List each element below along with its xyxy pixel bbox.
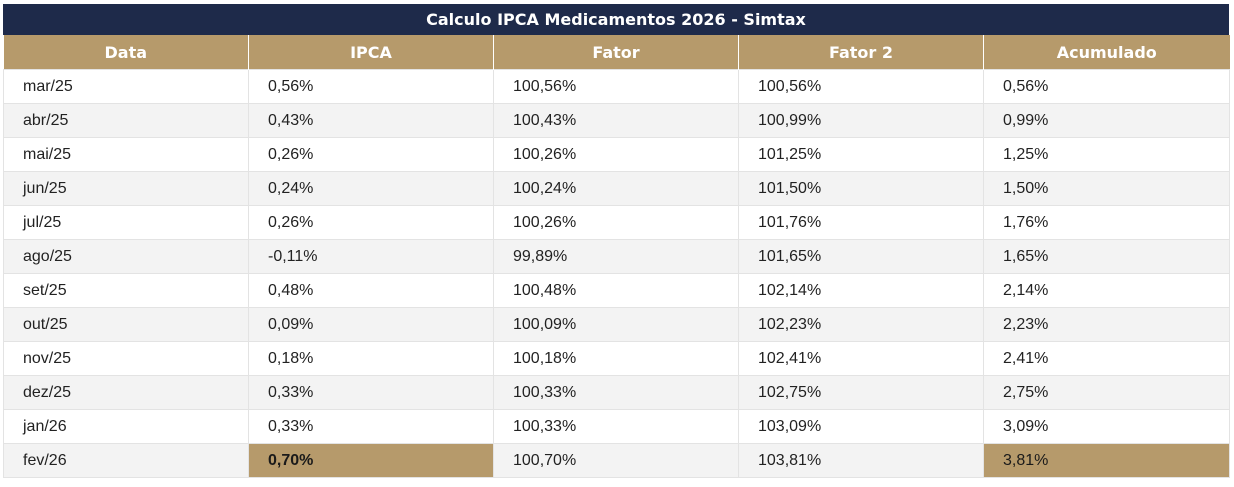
- table-body: mar/25 0,56% 100,56% 100,56% 0,56% abr/2…: [3, 69, 1230, 478]
- cell-data: dez/25: [3, 375, 249, 410]
- cell-fator-2: 100,56%: [738, 69, 984, 104]
- column-header-acumulado: Acumulado: [983, 35, 1230, 70]
- cell-data: ago/25: [3, 239, 249, 274]
- cell-fator-2: 101,76%: [738, 205, 984, 240]
- cell-fator: 100,26%: [493, 205, 739, 240]
- cell-acumulado: 2,23%: [983, 307, 1230, 342]
- cell-fator-2: 101,65%: [738, 239, 984, 274]
- column-header-fator-2: Fator 2: [738, 35, 984, 70]
- cell-data: out/25: [3, 307, 249, 342]
- cell-data: nov/25: [3, 341, 249, 376]
- cell-fator-2: 102,14%: [738, 273, 984, 308]
- cell-data: mar/25: [3, 69, 249, 104]
- cell-fator: 100,70%: [493, 443, 739, 478]
- cell-data: abr/25: [3, 103, 249, 138]
- cell-acumulado: 3,09%: [983, 409, 1230, 444]
- cell-fator-2: 101,25%: [738, 137, 984, 172]
- table-row: jun/25 0,24% 100,24% 101,50% 1,50%: [3, 171, 1230, 206]
- cell-data: mai/25: [3, 137, 249, 172]
- cell-data: jan/26: [3, 409, 249, 444]
- cell-ipca: 0,43%: [248, 103, 494, 138]
- cell-acumulado-highlighted: 3,81%: [983, 443, 1230, 478]
- table-row: out/25 0,09% 100,09% 102,23% 2,23%: [3, 307, 1230, 342]
- cell-fator-2: 103,81%: [738, 443, 984, 478]
- cell-fator-2: 102,23%: [738, 307, 984, 342]
- cell-fator: 100,09%: [493, 307, 739, 342]
- cell-ipca: 0,33%: [248, 375, 494, 410]
- cell-data: jun/25: [3, 171, 249, 206]
- cell-ipca: 0,09%: [248, 307, 494, 342]
- cell-fator: 100,18%: [493, 341, 739, 376]
- ipca-table: Data IPCA Fator Fator 2 Acumulado mar/25…: [3, 35, 1230, 478]
- column-header-ipca: IPCA: [248, 35, 494, 70]
- cell-ipca: -0,11%: [248, 239, 494, 274]
- cell-ipca: 0,26%: [248, 205, 494, 240]
- cell-fator-2: 102,41%: [738, 341, 984, 376]
- cell-acumulado: 0,99%: [983, 103, 1230, 138]
- cell-acumulado: 0,56%: [983, 69, 1230, 104]
- cell-data: fev/26: [3, 443, 249, 478]
- cell-acumulado: 1,76%: [983, 205, 1230, 240]
- cell-fator: 100,33%: [493, 409, 739, 444]
- cell-ipca: 0,18%: [248, 341, 494, 376]
- cell-ipca: 0,33%: [248, 409, 494, 444]
- cell-ipca-highlighted: 0,70%: [248, 443, 494, 478]
- table-row: jan/26 0,33% 100,33% 103,09% 3,09%: [3, 409, 1230, 444]
- cell-fator: 99,89%: [493, 239, 739, 274]
- table-row: mar/25 0,56% 100,56% 100,56% 0,56%: [3, 69, 1230, 104]
- table-row: ago/25 -0,11% 99,89% 101,65% 1,65%: [3, 239, 1230, 274]
- table-row: set/25 0,48% 100,48% 102,14% 2,14%: [3, 273, 1230, 308]
- cell-acumulado: 2,14%: [983, 273, 1230, 308]
- cell-ipca: 0,56%: [248, 69, 494, 104]
- header-row: Data IPCA Fator Fator 2 Acumulado: [3, 35, 1230, 70]
- cell-acumulado: 2,41%: [983, 341, 1230, 376]
- cell-data: set/25: [3, 273, 249, 308]
- table-row: dez/25 0,33% 100,33% 102,75% 2,75%: [3, 375, 1230, 410]
- column-header-fator: Fator: [493, 35, 739, 70]
- cell-acumulado: 1,65%: [983, 239, 1230, 274]
- table-header: Data IPCA Fator Fator 2 Acumulado: [3, 35, 1230, 70]
- cell-data: jul/25: [3, 205, 249, 240]
- cell-fator: 100,26%: [493, 137, 739, 172]
- cell-fator-2: 101,50%: [738, 171, 984, 206]
- cell-acumulado: 1,25%: [983, 137, 1230, 172]
- cell-acumulado: 2,75%: [983, 375, 1230, 410]
- table-row: mai/25 0,26% 100,26% 101,25% 1,25%: [3, 137, 1230, 172]
- table-row: nov/25 0,18% 100,18% 102,41% 2,41%: [3, 341, 1230, 376]
- cell-fator: 100,56%: [493, 69, 739, 104]
- cell-fator-2: 102,75%: [738, 375, 984, 410]
- column-header-data: Data: [3, 35, 249, 70]
- cell-fator: 100,33%: [493, 375, 739, 410]
- cell-fator: 100,24%: [493, 171, 739, 206]
- cell-ipca: 0,24%: [248, 171, 494, 206]
- cell-ipca: 0,48%: [248, 273, 494, 308]
- cell-fator-2: 100,99%: [738, 103, 984, 138]
- table-row: abr/25 0,43% 100,43% 100,99% 0,99%: [3, 103, 1230, 138]
- cell-fator: 100,48%: [493, 273, 739, 308]
- cell-fator: 100,43%: [493, 103, 739, 138]
- table-row: jul/25 0,26% 100,26% 101,76% 1,76%: [3, 205, 1230, 240]
- ipca-table-container: Calculo IPCA Medicamentos 2026 - Simtax …: [3, 4, 1230, 478]
- table-row-highlighted: fev/26 0,70% 100,70% 103,81% 3,81%: [3, 443, 1230, 478]
- cell-fator-2: 103,09%: [738, 409, 984, 444]
- cell-acumulado: 1,50%: [983, 171, 1230, 206]
- table-title: Calculo IPCA Medicamentos 2026 - Simtax: [3, 4, 1229, 35]
- cell-ipca: 0,26%: [248, 137, 494, 172]
